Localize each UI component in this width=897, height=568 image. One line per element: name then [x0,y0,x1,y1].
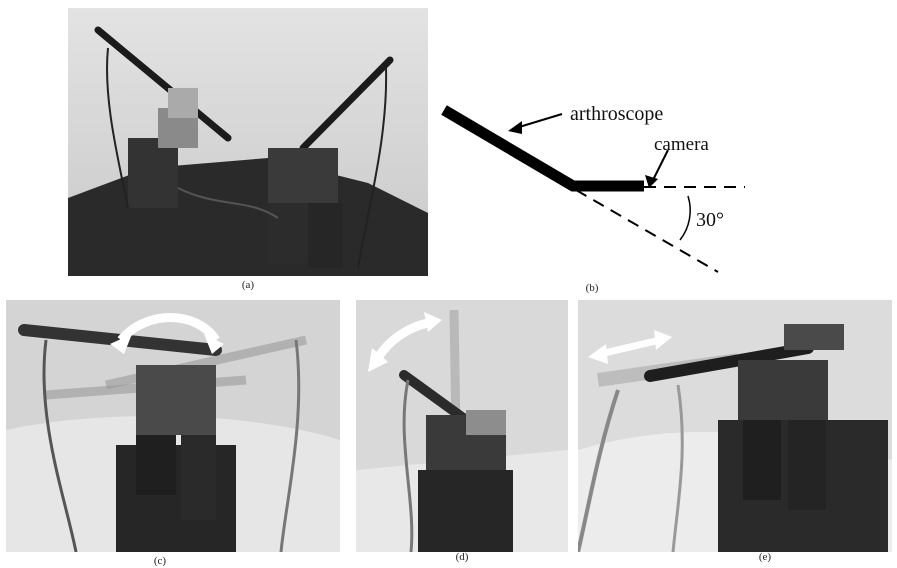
caption-e: (e) [758,551,772,563]
photo-c-illustration [6,300,340,552]
arthroscope-diagram: arthroscope camera 30° [441,103,745,273]
caption-d: (d) [455,551,469,563]
caption-b: (b) [585,282,599,294]
arthroscope-label: arthroscope [570,103,663,125]
caption-c: (c) [153,555,167,567]
photo-panel-a [68,8,428,276]
arthroscope-shaft [441,105,644,192]
camera-arrow [651,149,669,183]
diagram-panel-b: arthroscope camera 30° [430,90,750,280]
photo-panel-c [6,300,340,552]
photo-panel-e [578,300,892,552]
photo-e-illustration [578,300,892,552]
translation-arrow [599,336,661,358]
photo-d-illustration [356,300,568,552]
angle-arc [679,195,691,241]
photo-panel-d [356,300,568,552]
photo-a-illustration [68,8,428,276]
rotation-arrow [117,313,220,344]
view-direction-line [575,189,719,273]
arthroscope-arrow [515,113,563,129]
camera-label: camera [654,134,709,155]
angle-label: 30° [696,209,724,231]
caption-a: (a) [241,279,255,291]
